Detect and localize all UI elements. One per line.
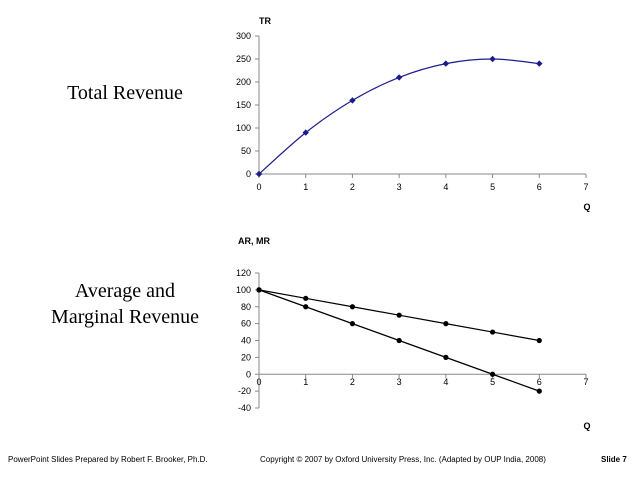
footer-author: PowerPoint Slides Prepared by Robert F. … bbox=[8, 455, 208, 464]
y-tick-label: 300 bbox=[236, 31, 251, 41]
y-tick-label: 0 bbox=[246, 169, 251, 179]
tr-point bbox=[395, 74, 403, 81]
y-tick-label: 120 bbox=[236, 268, 251, 278]
mr-point bbox=[303, 304, 309, 310]
x-axis-label: Q bbox=[583, 421, 590, 431]
ar-point bbox=[443, 321, 449, 327]
x-tick-label: 6 bbox=[537, 377, 542, 387]
tr-point bbox=[302, 129, 309, 136]
x-tick-label: 5 bbox=[490, 182, 495, 192]
slide-number: Slide 7 bbox=[601, 455, 627, 464]
chart-title: AR, MR bbox=[238, 236, 270, 246]
x-tick-label: 4 bbox=[443, 377, 448, 387]
y-tick-label: 40 bbox=[241, 336, 251, 346]
y-tick-label: 200 bbox=[236, 77, 251, 87]
tr-point bbox=[255, 170, 263, 178]
ar-point bbox=[303, 295, 309, 301]
x-axis-label: Q bbox=[583, 202, 590, 212]
y-tick-label: 60 bbox=[241, 319, 251, 329]
mr-point bbox=[256, 287, 262, 293]
ar-point bbox=[489, 329, 496, 335]
x-tick-label: 4 bbox=[443, 182, 448, 192]
x-tick-label: 2 bbox=[350, 377, 355, 387]
y-tick-label: 80 bbox=[241, 302, 251, 312]
chart-title: TR bbox=[259, 16, 271, 26]
mr-point bbox=[349, 321, 356, 327]
mr-point bbox=[396, 337, 402, 344]
ar-point bbox=[349, 304, 356, 310]
y-tick-label: 20 bbox=[241, 352, 251, 362]
x-tick-label: 3 bbox=[397, 377, 402, 387]
x-tick-label: 6 bbox=[537, 182, 542, 192]
ar-point bbox=[396, 312, 402, 318]
y-tick-label: -20 bbox=[238, 386, 251, 396]
x-tick-label: 1 bbox=[303, 377, 308, 387]
y-tick-label: 50 bbox=[241, 146, 251, 156]
y-tick-label: 250 bbox=[236, 54, 251, 64]
x-tick-label: 2 bbox=[350, 182, 355, 192]
footer-copyright: Copyright © 2007 by Oxford University Pr… bbox=[260, 455, 546, 464]
y-tick-label: 100 bbox=[236, 285, 251, 295]
x-tick-label: 0 bbox=[256, 377, 261, 387]
tr-point bbox=[536, 60, 543, 67]
x-tick-label: 0 bbox=[256, 182, 261, 192]
average-marginal-label-line2: Marginal Revenue bbox=[51, 306, 199, 328]
ar-point bbox=[536, 337, 542, 344]
tr-point bbox=[349, 97, 356, 104]
total-revenue-label: Total Revenue bbox=[67, 82, 183, 104]
average-marginal-label-line1: Average and bbox=[74, 280, 176, 302]
tr-chart: TR 0 50 100 150 200 250 300 0 1 2 3 4 5 6 7 Q bbox=[236, 16, 591, 212]
x-tick-label: 5 bbox=[490, 377, 495, 387]
x-tick-label: 7 bbox=[583, 377, 588, 387]
ar-mr-chart: AR, MR -40 -20 0 20 40 60 80 100 120 0 1 2 3 4 5 6 7 Q bbox=[236, 236, 591, 431]
tr-point bbox=[442, 60, 450, 67]
mr-point bbox=[443, 354, 449, 360]
y-tick-label: 100 bbox=[236, 123, 251, 133]
y-tick-label: 0 bbox=[246, 369, 251, 379]
mr-point bbox=[489, 371, 496, 377]
x-tick-label: 1 bbox=[303, 182, 308, 192]
y-tick-label: -40 bbox=[238, 403, 251, 413]
y-tick-label: 150 bbox=[236, 100, 251, 110]
x-tick-label: 3 bbox=[397, 182, 402, 192]
mr-point bbox=[536, 388, 542, 394]
tr-point bbox=[489, 55, 496, 63]
x-tick-label: 7 bbox=[583, 182, 588, 192]
